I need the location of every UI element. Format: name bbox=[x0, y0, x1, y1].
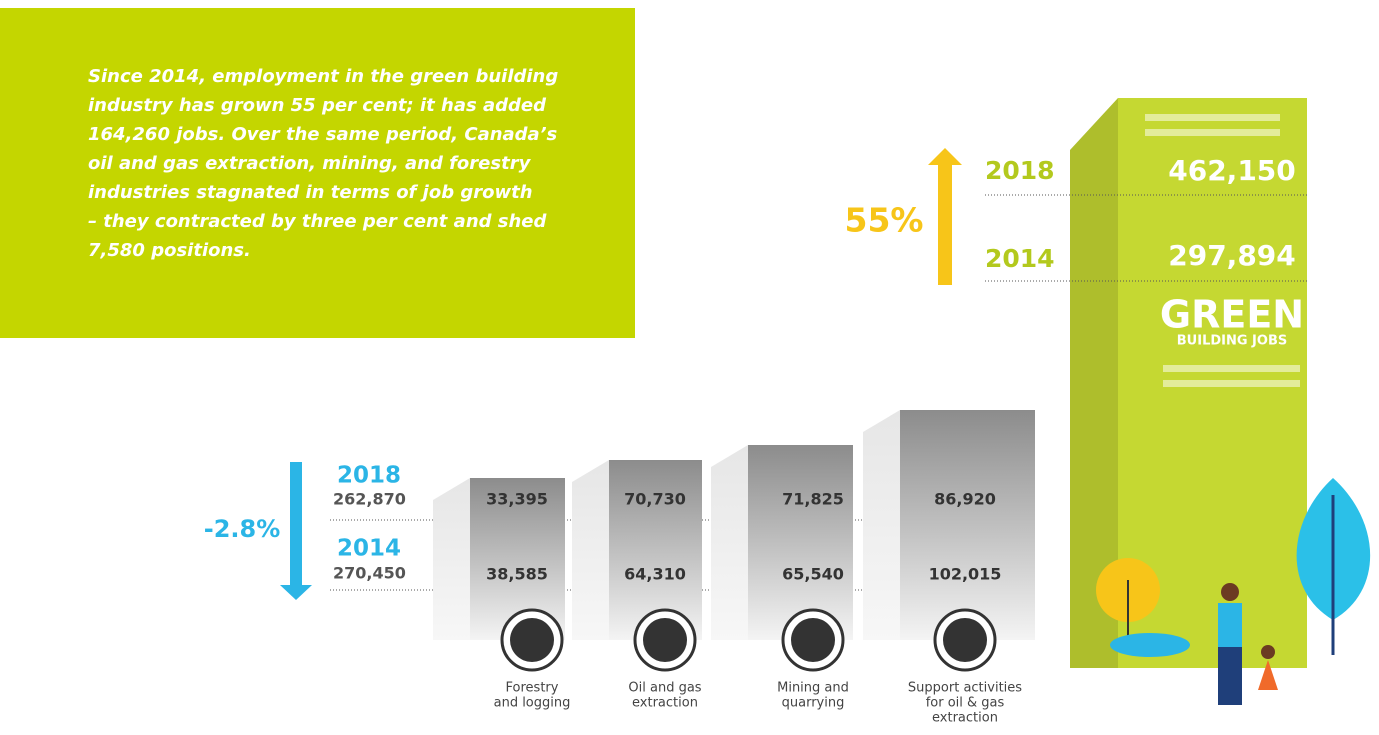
up-arrow-head bbox=[928, 148, 962, 165]
sector-label: Support activities bbox=[908, 681, 1022, 696]
bar-side bbox=[711, 445, 748, 640]
sector-label: Oil and gas bbox=[628, 681, 701, 696]
intro-line: oil and gas extraction, mining, and fore… bbox=[88, 153, 532, 174]
icon bbox=[510, 618, 554, 662]
stripe bbox=[1145, 129, 1280, 136]
change: -2.8% bbox=[204, 515, 281, 543]
value-2014: 38,585 bbox=[486, 565, 548, 584]
icon bbox=[943, 618, 987, 662]
value: 462,150 bbox=[1168, 154, 1296, 187]
bar-side bbox=[863, 410, 900, 640]
subtitle: BUILDING JOBS bbox=[1177, 334, 1287, 349]
child-head bbox=[1261, 645, 1275, 659]
stripe bbox=[1145, 114, 1280, 121]
change: 55% bbox=[845, 201, 924, 240]
bar bbox=[900, 410, 1035, 640]
down-arrow-head bbox=[280, 585, 312, 600]
sector-label: and logging bbox=[494, 696, 571, 711]
value-2014: 65,540 bbox=[782, 565, 844, 584]
value-2018: 86,920 bbox=[934, 490, 996, 509]
year-label: 2014 bbox=[985, 244, 1055, 273]
person-legs bbox=[1218, 647, 1242, 705]
sector-label: for oil & gas bbox=[926, 696, 1005, 711]
intro-text: Since 2014, employment in the green buil… bbox=[88, 66, 558, 261]
infographic: Since 2014, employment in the green buil… bbox=[0, 0, 1379, 735]
total: 270,450 bbox=[333, 564, 406, 583]
bar bbox=[748, 445, 853, 640]
stripe bbox=[1163, 380, 1300, 387]
year-label: 2018 bbox=[985, 156, 1055, 185]
total: 262,870 bbox=[333, 490, 406, 509]
value-2014: 64,310 bbox=[624, 565, 686, 584]
intro-line: 7,580 positions. bbox=[88, 240, 251, 261]
stripe bbox=[1163, 365, 1300, 372]
icon bbox=[643, 618, 687, 662]
person-head bbox=[1221, 583, 1239, 601]
sector-label: Mining and bbox=[777, 681, 849, 696]
icon bbox=[791, 618, 835, 662]
value-2018: 71,825 bbox=[782, 490, 844, 509]
bar-side bbox=[572, 460, 609, 640]
value-2014: 102,015 bbox=[929, 565, 1002, 584]
person-shirt bbox=[1218, 603, 1242, 647]
intro-line: Since 2014, employment in the green buil… bbox=[88, 66, 558, 87]
value-2018: 70,730 bbox=[624, 490, 686, 509]
value-2018: 33,395 bbox=[486, 490, 548, 509]
sector-label: extraction bbox=[932, 711, 998, 726]
sector-label: quarrying bbox=[782, 696, 845, 711]
sector-label: extraction bbox=[632, 696, 698, 711]
intro-line: industry has grown 55 per cent; it has a… bbox=[88, 95, 547, 116]
bar-side bbox=[433, 478, 470, 640]
intro-line: industries stagnated in terms of job gro… bbox=[88, 182, 533, 203]
year-label: 2014 bbox=[337, 536, 401, 562]
title: GREEN bbox=[1160, 293, 1304, 337]
intro-line: 164,260 jobs. Over the same period, Cana… bbox=[88, 124, 558, 145]
year-label: 2018 bbox=[337, 463, 401, 489]
sector-label: Forestry bbox=[506, 681, 559, 696]
bush bbox=[1110, 633, 1190, 657]
intro-line: – they contracted by three per cent and … bbox=[88, 211, 548, 232]
value: 297,894 bbox=[1168, 239, 1296, 272]
